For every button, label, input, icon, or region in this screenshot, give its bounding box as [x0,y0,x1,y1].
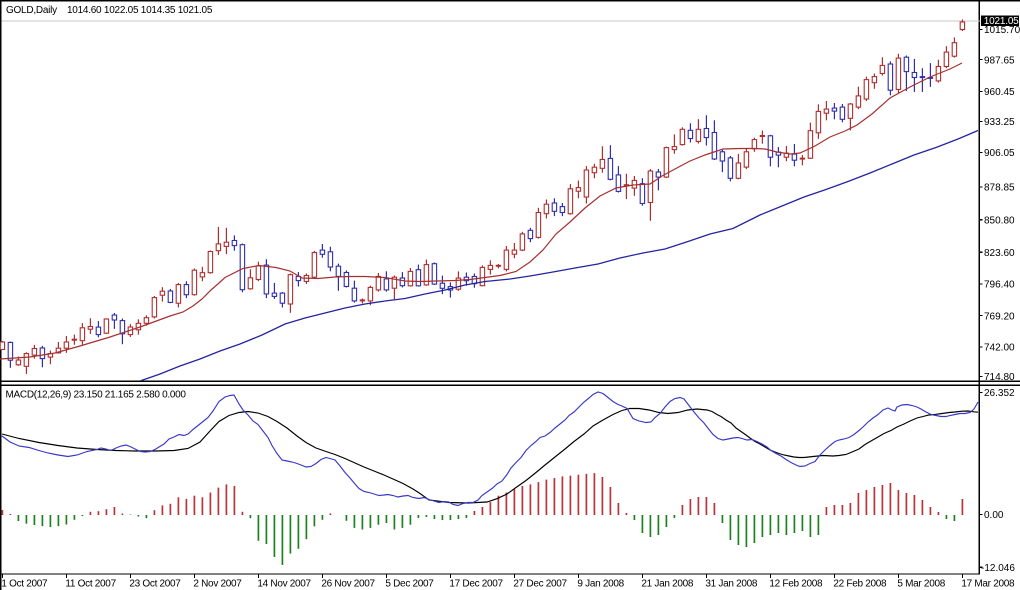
svg-text:31 Jan 2008: 31 Jan 2008 [705,578,757,589]
svg-text:-12.046: -12.046 [981,563,1015,574]
svg-text:11 Oct 2007: 11 Oct 2007 [65,578,116,589]
svg-text:27 Dec 2007: 27 Dec 2007 [513,578,567,589]
svg-text:23 Oct 2007: 23 Oct 2007 [129,578,181,589]
svg-text:987.65: 987.65 [984,55,1015,66]
svg-text:26.352: 26.352 [984,388,1015,399]
svg-text:5 Mar 2008: 5 Mar 2008 [897,578,945,589]
svg-text:9 Jan 2008: 9 Jan 2008 [577,578,624,589]
svg-text:21 Jan 2008: 21 Jan 2008 [641,578,693,589]
svg-text:14 Nov 2007: 14 Nov 2007 [257,578,311,589]
svg-text:22 Feb 2008: 22 Feb 2008 [833,578,887,589]
svg-text:GOLD,Daily 1014.60 1022.05: GOLD,Daily 1014.60 1022.05 1014.35 1021.… [6,5,213,16]
svg-text:933.25: 933.25 [984,117,1015,128]
svg-text:1021.05: 1021.05 [984,16,1019,27]
svg-text:850.80: 850.80 [984,215,1015,226]
svg-text:0.00: 0.00 [984,510,1004,521]
svg-text:769.20: 769.20 [984,311,1015,322]
svg-text:796.40: 796.40 [984,280,1015,291]
svg-text:12 Feb 2008: 12 Feb 2008 [769,578,823,589]
svg-text:5 Dec 2007: 5 Dec 2007 [385,578,434,589]
svg-text:MACD(12,26,9) 23.150 21.165 2.: MACD(12,26,9) 23.150 21.165 2.580 0.000 [6,390,187,401]
svg-text:960.45: 960.45 [984,87,1015,98]
svg-text:742.00: 742.00 [984,343,1015,354]
svg-text:17 Dec 2007: 17 Dec 2007 [449,578,503,589]
svg-text:823.60: 823.60 [984,248,1015,259]
svg-text:17 Mar 2008: 17 Mar 2008 [961,578,1015,589]
svg-text:2 Nov 2007: 2 Nov 2007 [193,578,242,589]
svg-text:878.85: 878.85 [984,183,1015,194]
svg-text:906.05: 906.05 [984,148,1015,159]
svg-text:1015.70: 1015.70 [984,25,1020,36]
svg-text:714.80: 714.80 [984,372,1015,383]
svg-text:26 Nov 2007: 26 Nov 2007 [321,578,375,589]
svg-text:1 Oct 2007: 1 Oct 2007 [1,578,48,589]
